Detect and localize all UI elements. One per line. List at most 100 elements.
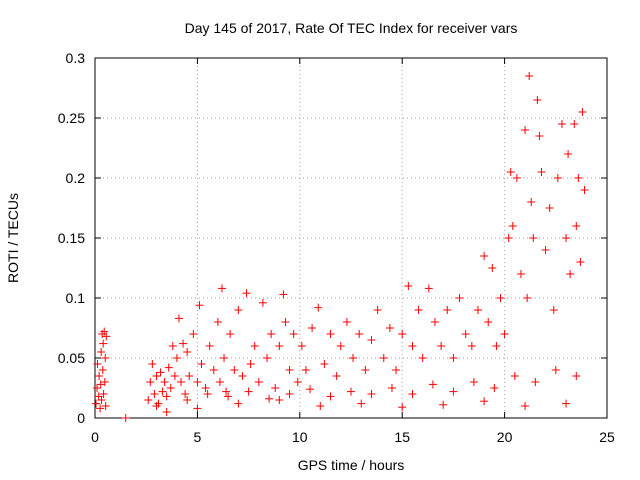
- data-point: [195, 301, 204, 310]
- data-point: [553, 174, 562, 182]
- data-point: [398, 403, 407, 412]
- data-point: [160, 378, 169, 386]
- x-tick-label: 10: [292, 429, 308, 445]
- data-point: [392, 366, 401, 374]
- data-point: [183, 396, 192, 404]
- data-point: [185, 372, 194, 380]
- data-point: [289, 330, 298, 338]
- data-point: [467, 342, 476, 350]
- y-axis-label: ROTI / TECUs: [5, 193, 21, 283]
- data-point: [562, 399, 571, 408]
- data-point: [224, 392, 233, 401]
- data-point: [490, 384, 499, 392]
- data-point: [285, 390, 294, 398]
- x-tick-label: 20: [497, 429, 513, 445]
- data-point: [523, 294, 532, 302]
- data-point: [500, 330, 509, 338]
- data-point: [164, 363, 173, 372]
- data-point: [96, 380, 105, 389]
- data-point: [484, 318, 493, 326]
- data-point: [347, 387, 355, 396]
- data-point: [533, 96, 542, 104]
- data-point: [92, 399, 101, 408]
- data-point: [156, 368, 165, 377]
- data-point: [244, 387, 253, 396]
- y-tick-label: 0.05: [58, 350, 85, 366]
- data-point: [162, 392, 171, 401]
- data-point: [570, 120, 579, 128]
- data-point: [293, 378, 302, 386]
- data-point: [408, 342, 417, 350]
- data-point: [537, 168, 546, 176]
- data-point: [121, 414, 130, 422]
- data-point: [281, 318, 290, 326]
- data-point: [170, 372, 179, 380]
- data-point: [437, 342, 446, 350]
- data-point: [99, 339, 108, 348]
- y-tick-label: 0.3: [66, 50, 86, 66]
- data-point: [357, 399, 366, 408]
- data-point: [574, 174, 583, 182]
- data-point: [158, 387, 167, 396]
- data-point: [449, 354, 458, 362]
- data-point: [387, 384, 396, 392]
- data-point: [174, 314, 183, 323]
- data-point: [215, 378, 224, 386]
- data-point: [492, 342, 501, 350]
- data-point: [336, 342, 345, 350]
- data-point: [361, 366, 370, 374]
- data-point: [443, 306, 452, 314]
- data-point: [258, 298, 267, 307]
- data-point: [473, 306, 482, 314]
- data-point: [166, 384, 175, 392]
- data-point: [480, 252, 489, 260]
- data-point: [439, 400, 448, 409]
- data-point: [246, 360, 255, 368]
- data-point: [557, 120, 566, 128]
- data-point: [177, 378, 186, 386]
- y-tick-label: 0.1: [66, 290, 86, 306]
- data-point: [101, 402, 110, 410]
- x-tick-label: 25: [599, 429, 615, 445]
- data-point: [562, 234, 571, 242]
- data-point: [217, 284, 226, 293]
- data-point: [549, 306, 558, 314]
- chart-title: Day 145 of 2017, Rate Of TEC Index for r…: [185, 20, 518, 36]
- data-point: [326, 330, 335, 338]
- data-point: [576, 258, 585, 266]
- data-point: [100, 378, 109, 386]
- y-tick-label: 0.2: [66, 170, 86, 186]
- data-point: [418, 354, 427, 362]
- data-point: [572, 222, 581, 230]
- data-point: [535, 132, 544, 140]
- x-tick-label: 0: [91, 429, 99, 445]
- data-point: [506, 168, 515, 176]
- data-point: [510, 372, 519, 380]
- data-point: [308, 324, 317, 332]
- data-point: [455, 294, 464, 302]
- data-point: [367, 390, 376, 398]
- data-point: [516, 270, 525, 278]
- data-point: [521, 402, 530, 410]
- data-point: [398, 330, 407, 338]
- data-point: [148, 360, 157, 368]
- data-point: [580, 186, 589, 194]
- y-tick-label: 0.15: [58, 230, 85, 246]
- data-point: [250, 342, 259, 350]
- data-point: [267, 330, 276, 338]
- data-point: [189, 330, 198, 338]
- data-point: [230, 366, 239, 374]
- data-point: [541, 246, 550, 254]
- data-point: [531, 378, 540, 386]
- data-point: [496, 294, 505, 302]
- data-point: [96, 404, 105, 413]
- data-point: [461, 330, 470, 338]
- data-point: [529, 234, 538, 242]
- data-point: [512, 174, 521, 182]
- data-point: [172, 354, 181, 362]
- data-point: [213, 318, 222, 326]
- data-point: [93, 360, 102, 368]
- data-point: [279, 290, 288, 299]
- x-tick-label: 5: [194, 429, 202, 445]
- data-point: [326, 392, 335, 401]
